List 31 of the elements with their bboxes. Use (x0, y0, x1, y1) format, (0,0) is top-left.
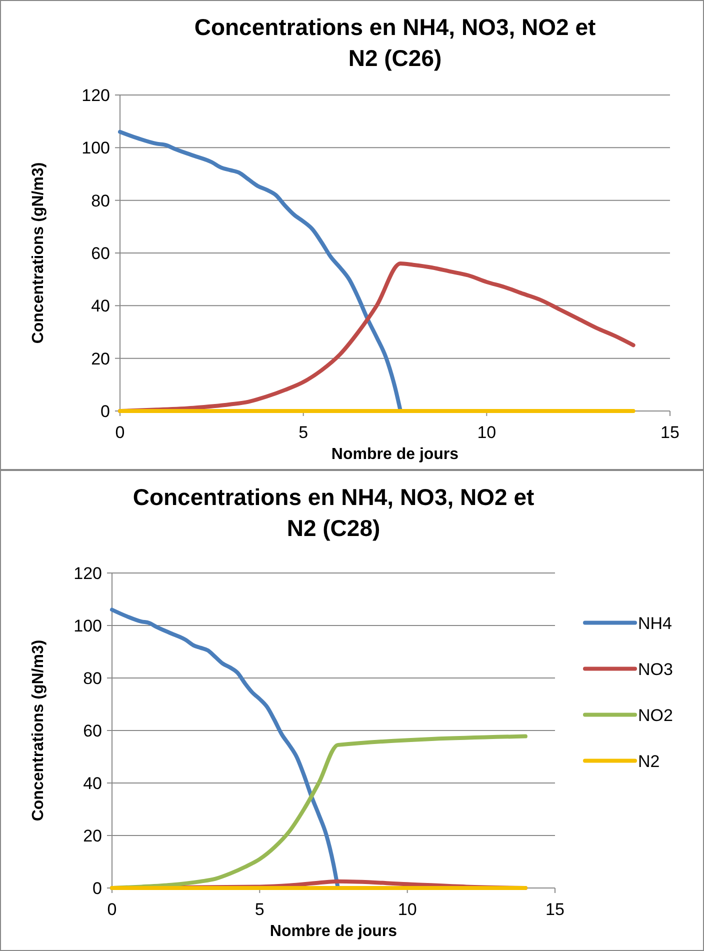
y-tick-label: 100 (82, 138, 110, 158)
y-tick-label: 20 (91, 349, 110, 368)
y-tick-label: 0 (100, 402, 110, 421)
x-tick-label: 10 (398, 900, 417, 919)
y-tick-label: 20 (83, 826, 102, 846)
y-axis-title: Concentrations (gN/m3) (30, 640, 47, 822)
y-tick-label: 100 (74, 616, 102, 636)
x-axis-title: Nombre de jours (270, 923, 398, 940)
x-axis-title: Nombre de jours (331, 446, 459, 463)
x-tick-label: 15 (546, 900, 564, 919)
x-tick-label: 10 (477, 423, 496, 442)
y-tick-label: 120 (74, 564, 102, 583)
legend-label: NH4 (638, 614, 672, 633)
legend-label: N2 (638, 752, 660, 771)
legend-label: NO2 (638, 706, 673, 725)
x-tick-label: 5 (254, 900, 264, 919)
chart-title: Concentrations en NH4, NO3, NO2 et N2 (C26) (194, 14, 596, 71)
y-tick-label: 0 (92, 878, 102, 898)
x-tick-label: 5 (298, 423, 308, 442)
y-tick-label: 80 (91, 191, 110, 210)
y-tick-label: 60 (83, 721, 102, 740)
chart-title: Concentrations en NH4, NO3, NO2 et N2 (C28) (132, 484, 534, 541)
y-tick-label: 60 (91, 244, 110, 263)
x-tick-label: 0 (115, 423, 125, 442)
y-tick-label: 120 (82, 86, 110, 105)
legend-label: NO3 (638, 660, 673, 679)
y-tick-label: 40 (91, 296, 110, 316)
y-tick-label: 40 (83, 774, 102, 793)
y-tick-label: 80 (83, 668, 102, 688)
y-axis-title: Concentrations (gN/m3) (30, 162, 47, 344)
x-tick-label: 15 (660, 423, 680, 442)
